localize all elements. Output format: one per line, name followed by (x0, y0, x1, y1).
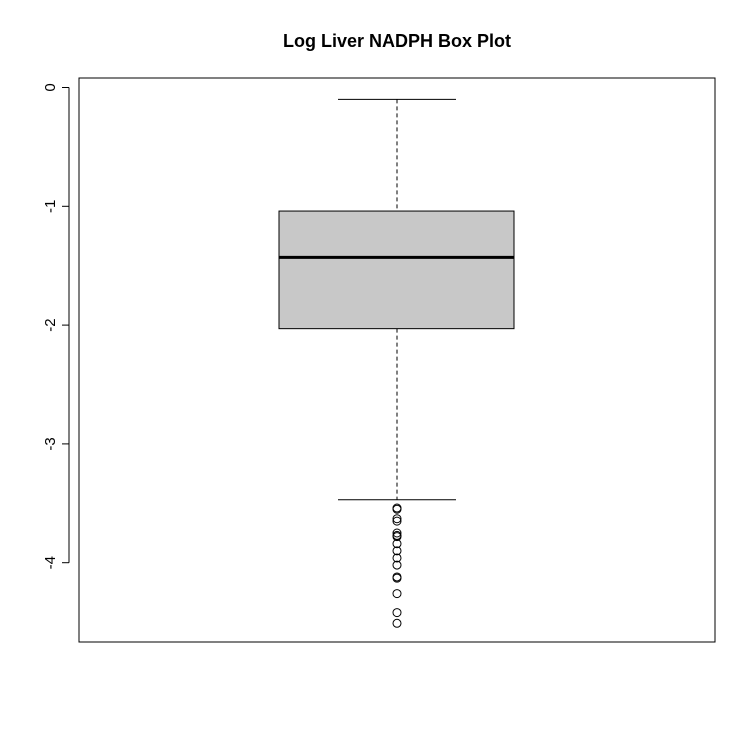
outlier-point (392, 516, 402, 526)
y-tick-label: -2 (42, 318, 59, 331)
y-tick-label: 0 (42, 83, 59, 91)
outlier-point (392, 539, 402, 549)
plot-frame (78, 77, 716, 643)
box-plot (278, 98, 515, 501)
outlier-point (392, 553, 402, 563)
outlier-point (392, 560, 402, 570)
outlier-point (392, 514, 402, 524)
outlier-point (392, 504, 402, 514)
outliers (392, 503, 402, 628)
outlier-point (392, 618, 402, 628)
outlier-point (392, 546, 402, 556)
y-tick-label: -1 (42, 200, 59, 213)
outlier-point (392, 532, 402, 542)
outlier-point (392, 608, 402, 618)
chart-title: Log Liver NADPH Box Plot (283, 31, 511, 51)
outlier-point (392, 528, 402, 538)
y-axis: 0 -1 -2 -3 -4 (42, 83, 70, 569)
outlier-point (392, 589, 402, 599)
interquartile-box (278, 210, 515, 330)
y-tick-label: -3 (42, 437, 59, 450)
y-tick-label: -4 (42, 556, 59, 569)
outlier-point (392, 573, 402, 583)
